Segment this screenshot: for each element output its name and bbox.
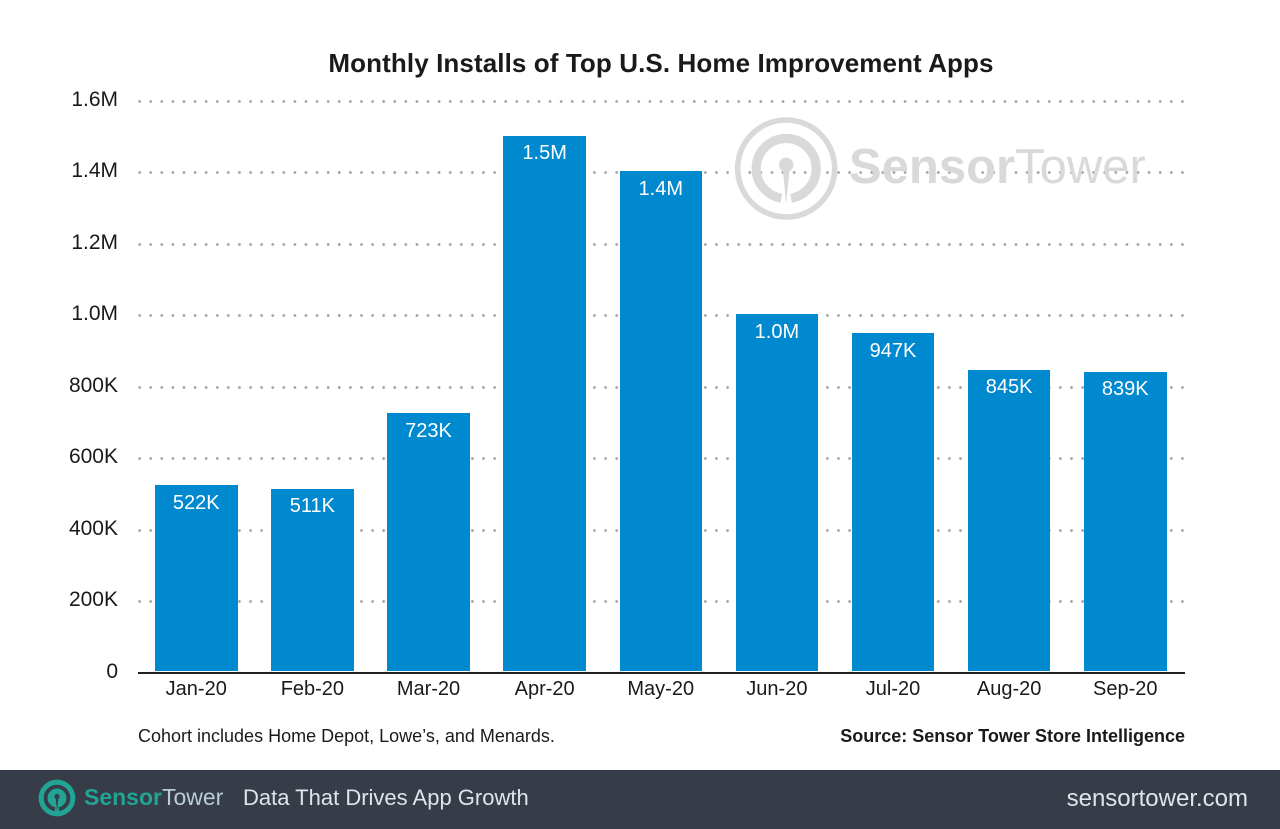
svg-text:SensorTower: SensorTower xyxy=(849,140,1146,194)
